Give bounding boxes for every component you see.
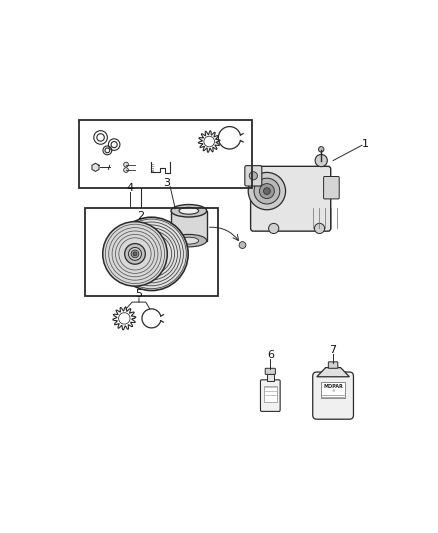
Circle shape [124, 168, 128, 172]
Bar [171, 211, 207, 241]
Bar [267, 374, 274, 381]
Circle shape [103, 222, 167, 286]
Circle shape [148, 251, 155, 257]
FancyBboxPatch shape [251, 166, 331, 231]
Text: 3: 3 [163, 178, 170, 188]
Ellipse shape [171, 205, 207, 217]
Circle shape [239, 241, 246, 248]
Circle shape [133, 252, 137, 256]
Bar [321, 382, 345, 398]
Bar [85, 208, 218, 296]
Circle shape [318, 147, 324, 152]
Circle shape [254, 178, 280, 204]
Circle shape [146, 248, 157, 260]
Circle shape [259, 184, 274, 199]
Text: ®: ® [332, 390, 335, 393]
Bar [264, 386, 277, 401]
FancyBboxPatch shape [328, 362, 338, 368]
Polygon shape [92, 163, 99, 172]
FancyBboxPatch shape [265, 368, 276, 374]
FancyBboxPatch shape [313, 372, 353, 419]
Circle shape [128, 247, 141, 260]
FancyBboxPatch shape [261, 380, 280, 411]
Text: 5: 5 [135, 289, 142, 299]
Text: 4: 4 [127, 183, 134, 193]
Circle shape [249, 172, 258, 180]
Text: 2: 2 [137, 212, 145, 221]
FancyBboxPatch shape [245, 166, 262, 186]
Circle shape [315, 155, 327, 167]
Text: 7: 7 [329, 345, 337, 354]
Circle shape [248, 172, 286, 210]
Circle shape [124, 162, 128, 167]
FancyBboxPatch shape [324, 176, 339, 199]
Polygon shape [317, 368, 350, 377]
Circle shape [125, 244, 145, 264]
Circle shape [139, 241, 164, 266]
Circle shape [268, 223, 279, 233]
Bar [78, 120, 251, 188]
Text: MOPAR: MOPAR [323, 384, 343, 390]
Text: 6: 6 [267, 350, 274, 360]
Circle shape [115, 217, 188, 290]
Ellipse shape [179, 237, 199, 244]
Text: 1: 1 [362, 139, 369, 149]
Circle shape [150, 253, 153, 255]
Circle shape [264, 188, 270, 195]
Ellipse shape [171, 235, 207, 247]
Circle shape [131, 250, 139, 258]
Circle shape [314, 223, 325, 233]
Circle shape [142, 245, 161, 263]
Ellipse shape [179, 207, 199, 214]
